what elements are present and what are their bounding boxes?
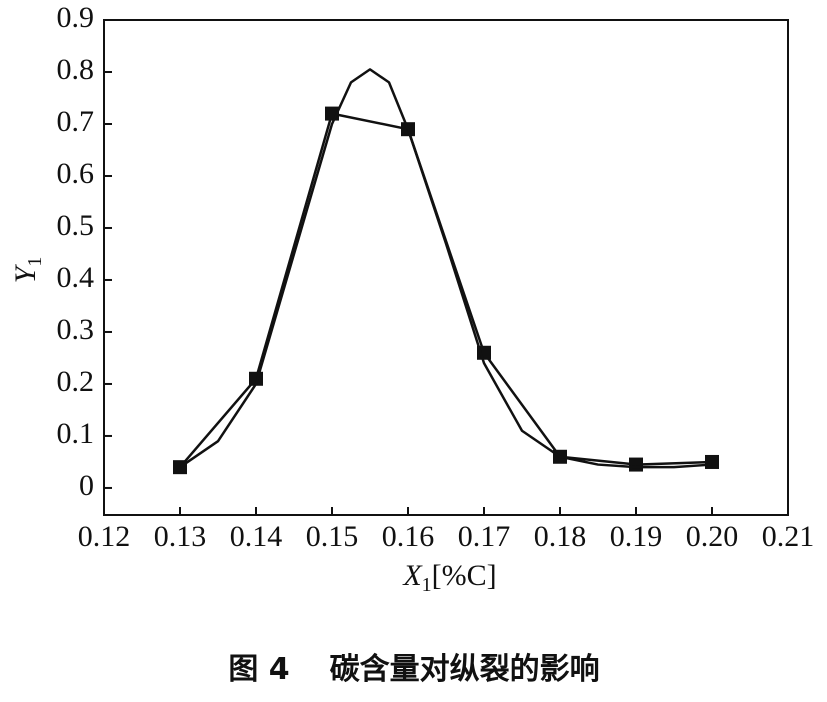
x-label-sub: 1 (422, 574, 432, 596)
y-label-sub: 1 (24, 257, 46, 267)
x-tick-label: 0.16 (382, 520, 435, 553)
y-tick-label: 0.3 (57, 313, 95, 346)
y-tick-label: 0.1 (57, 417, 95, 450)
y-tick-label: 0.4 (57, 261, 95, 294)
series-line (179, 68, 713, 469)
series-line (179, 112, 713, 468)
x-label-unit: [%C] (432, 559, 497, 592)
x-tick-label: 0.15 (306, 520, 359, 553)
data-point (629, 457, 643, 472)
caption-label: 图 4 (228, 652, 289, 687)
x-tick-label: 0.12 (78, 520, 131, 553)
x-tick-label: 0.19 (610, 520, 663, 553)
x-tick-label: 0.14 (230, 520, 283, 553)
x-tick-label: 0.18 (534, 520, 587, 553)
x-axis-label: X1[%C] (402, 559, 496, 596)
x-tick-label: 0.17 (458, 520, 511, 553)
caption-text: 碳含量对纵裂的影响 (330, 652, 600, 687)
y-axis-label: Y1 (9, 257, 46, 284)
y-tick-label: 0.5 (57, 209, 95, 242)
plot-frame (103, 19, 789, 516)
y-label-var: Y (9, 263, 42, 283)
x-tick-label: 0.21 (762, 520, 815, 553)
y-tick-label: 0.9 (57, 1, 95, 34)
y-tick-label: 0.7 (57, 105, 95, 138)
y-tick-label: 0.8 (57, 53, 95, 86)
y-tick-label: 0.2 (57, 365, 95, 398)
y-tick-label: 0.6 (57, 157, 95, 190)
caption: 图 4 碳含量对纵裂的影响 (228, 652, 599, 687)
x-tick-label: 0.20 (686, 520, 739, 553)
x-tick-label: 0.13 (154, 520, 207, 553)
y-tick-label: 0 (79, 469, 94, 502)
x-label-var: X (402, 559, 423, 592)
data-point (705, 454, 719, 469)
